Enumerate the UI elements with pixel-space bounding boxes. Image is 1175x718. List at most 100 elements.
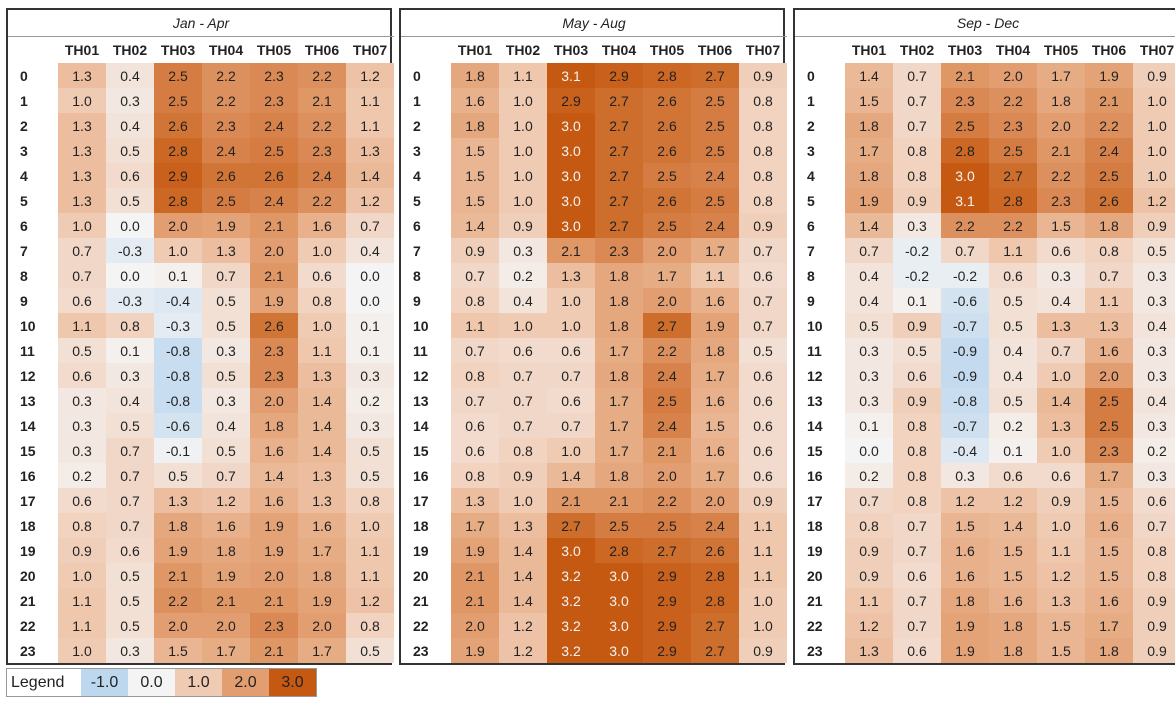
heat-cell: 1.9: [691, 313, 739, 338]
heat-cell: 1.0: [499, 313, 547, 338]
column-header: TH04: [208, 42, 244, 58]
data-row: 17 1.3 1.0 2.1 2.1 2.2 2.0 0.9: [401, 488, 788, 513]
row-label: 4: [413, 167, 421, 184]
row-label: 5: [413, 192, 421, 209]
heat-cell: 1.2: [845, 613, 893, 638]
heat-cell: 2.5: [202, 188, 250, 213]
heat-cell: 0.9: [499, 213, 547, 238]
heat-cell: 2.7: [595, 113, 643, 138]
heat-cell: 0.1: [845, 413, 893, 438]
heat-cell: 2.7: [989, 163, 1037, 188]
data-row: 13 0.7 0.7 0.6 1.7 2.5 1.6 0.6: [401, 388, 788, 413]
heat-cell: 0.7: [499, 363, 547, 388]
legend-swatch: -1.0: [81, 669, 128, 696]
data-row: 14 0.6 0.7 0.7 1.7 2.4 1.5 0.6: [401, 413, 788, 438]
heat-cell: 2.2: [298, 113, 346, 138]
heatmap-table: Jan - Apr TH01 TH02 TH03 TH04 TH05 TH06 TH07 0 1.…: [8, 10, 395, 663]
heat-cell: 2.9: [154, 163, 202, 188]
heat-cell: 0.6: [893, 363, 941, 388]
row-label: 2: [20, 117, 28, 134]
data-row: 17 0.7 0.8 1.2 1.2 0.9 1.5 0.6: [795, 488, 1175, 513]
heat-cell: 1.8: [595, 363, 643, 388]
heat-cell: 2.2: [154, 588, 202, 613]
heat-cell: 2.0: [643, 288, 691, 313]
heat-cell: 2.7: [595, 88, 643, 113]
column-header: TH02: [505, 42, 541, 58]
column-header: TH04: [995, 42, 1031, 58]
heat-cell: 2.0: [1037, 113, 1085, 138]
heat-cell: 2.2: [643, 338, 691, 363]
row-label: 20: [20, 567, 36, 584]
heat-cell: 1.5: [451, 138, 499, 163]
data-row: 6 1.0 0.0 2.0 1.9 2.1 1.6 0.7: [8, 213, 395, 238]
heat-cell: 1.8: [595, 313, 643, 338]
heat-cell: 2.9: [547, 88, 595, 113]
row-label: 14: [20, 417, 36, 434]
heat-cell: 1.8: [202, 538, 250, 563]
heat-cell: 1.9: [250, 538, 298, 563]
header-row: TH01 TH02 TH03 TH04 TH05 TH06 TH07: [795, 37, 1175, 64]
heat-cell: 1.2: [941, 488, 989, 513]
heat-cell: 2.6: [1085, 188, 1133, 213]
heat-cell: 1.0: [547, 313, 595, 338]
data-row: 14 0.1 0.8 -0.7 0.2 1.3 2.5 0.3: [795, 413, 1175, 438]
legend: Legend -1.0 0.0 1.0 2.0 3.0: [6, 668, 317, 697]
heat-cell: 0.4: [1037, 288, 1085, 313]
heat-cell: 0.8: [346, 613, 395, 638]
heat-cell: 0.7: [1085, 263, 1133, 288]
heat-cell: 1.4: [298, 388, 346, 413]
heat-cell: 1.5: [1085, 563, 1133, 588]
heat-cell: 0.3: [58, 413, 106, 438]
heat-cell: 2.2: [202, 88, 250, 113]
heat-cell: 0.7: [739, 313, 788, 338]
corner-cell: [795, 37, 845, 64]
heat-cell: 2.4: [691, 513, 739, 538]
heat-cell: 2.6: [643, 88, 691, 113]
heat-cell: 0.4: [1133, 313, 1175, 338]
row-label: 18: [20, 517, 36, 534]
data-row: 12 0.8 0.7 0.7 1.8 2.4 1.7 0.6: [401, 363, 788, 388]
data-row: 23 1.9 1.2 3.2 3.0 2.9 2.7 0.9: [401, 638, 788, 663]
heat-cell: 0.6: [1133, 488, 1175, 513]
heat-cell: 0.3: [58, 388, 106, 413]
heat-cell: 0.3: [845, 363, 893, 388]
heat-cell: 0.7: [941, 238, 989, 263]
heat-cell: 2.5: [989, 138, 1037, 163]
column-header: TH03: [947, 42, 983, 58]
data-row: 19 1.9 1.4 3.0 2.8 2.7 2.6 1.1: [401, 538, 788, 563]
heat-cell: 2.2: [989, 213, 1037, 238]
heat-cell: 0.9: [1133, 613, 1175, 638]
heat-cell: 2.0: [451, 613, 499, 638]
heat-cell: 2.4: [202, 138, 250, 163]
heat-cell: 2.2: [989, 88, 1037, 113]
row-label: 13: [413, 392, 429, 409]
heat-cell: 1.9: [1085, 63, 1133, 88]
data-row: 8 0.7 0.2 1.3 1.8 1.7 1.1 0.6: [401, 263, 788, 288]
heat-cell: 3.1: [941, 188, 989, 213]
data-row: 7 0.7 -0.3 1.0 1.3 2.0 1.0 0.4: [8, 238, 395, 263]
heat-cell: 2.4: [643, 363, 691, 388]
row-label: 22: [413, 617, 429, 634]
data-row: 7 0.7 -0.2 0.7 1.1 0.6 0.8 0.5: [795, 238, 1175, 263]
heat-cell: 1.8: [451, 113, 499, 138]
heat-cell: 0.5: [202, 363, 250, 388]
heat-cell: 0.5: [58, 338, 106, 363]
heat-cell: 1.1: [298, 338, 346, 363]
row-label: 6: [413, 217, 421, 234]
heat-cell: 0.0: [346, 263, 395, 288]
heat-cell: 1.6: [250, 438, 298, 463]
heat-cell: 0.3: [346, 363, 395, 388]
heat-cell: 1.5: [845, 88, 893, 113]
heat-cell: 3.0: [547, 138, 595, 163]
heat-cell: 1.8: [1085, 213, 1133, 238]
heat-cell: 1.9: [250, 288, 298, 313]
heat-cell: 0.5: [989, 313, 1037, 338]
heat-cell: 2.7: [643, 313, 691, 338]
heat-cell: 0.7: [739, 238, 788, 263]
row-label: 2: [413, 117, 421, 134]
heat-cell: 1.1: [739, 538, 788, 563]
row-label: 10: [20, 317, 36, 334]
data-row: 2 1.8 1.0 3.0 2.7 2.6 2.5 0.8: [401, 113, 788, 138]
data-row: 17 0.6 0.7 1.3 1.2 1.6 1.3 0.8: [8, 488, 395, 513]
heat-cell: 0.6: [739, 438, 788, 463]
